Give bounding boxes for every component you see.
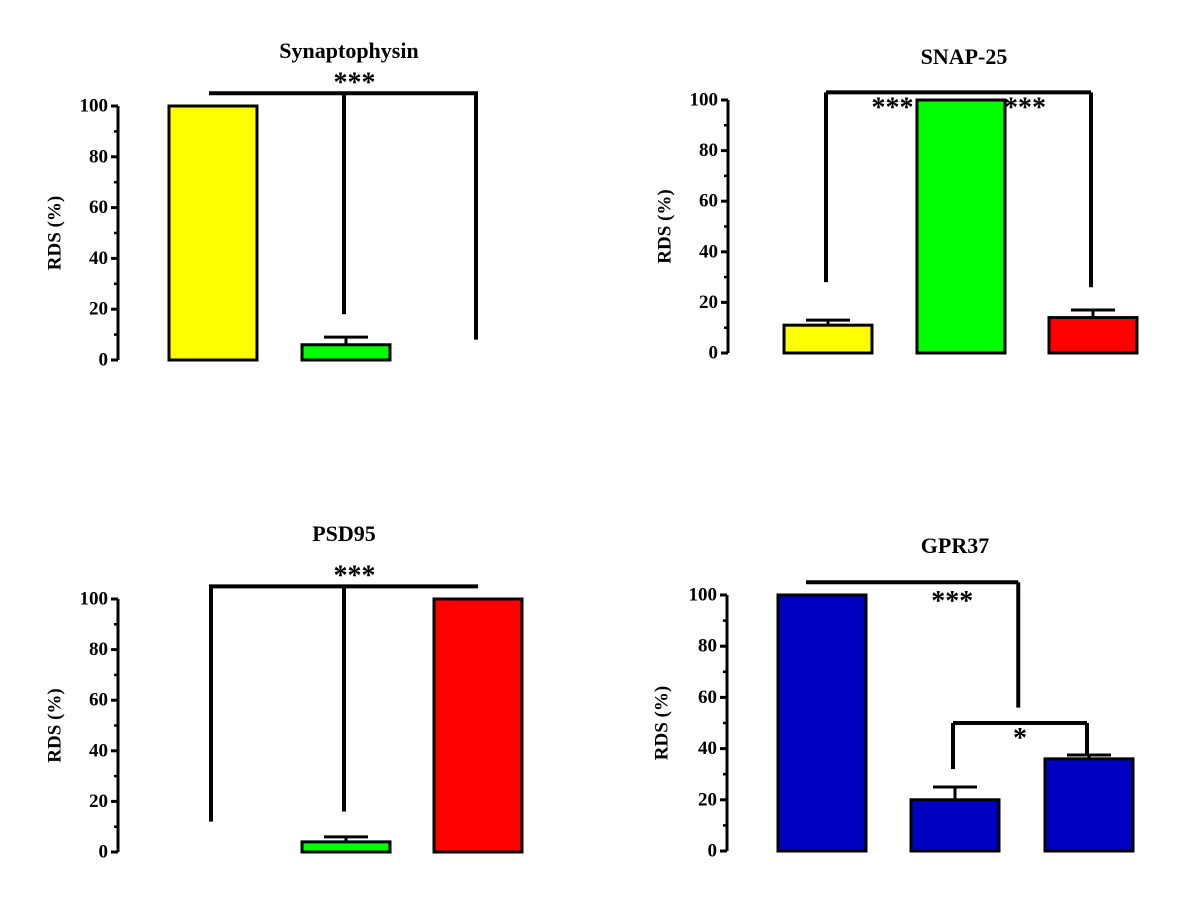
y-tick-label: 100 bbox=[80, 589, 109, 610]
y-axis-label: RDS (%) bbox=[652, 686, 673, 760]
y-axis-label: RDS (%) bbox=[45, 688, 66, 762]
significance-label: *** bbox=[931, 586, 973, 617]
bar-3 bbox=[1043, 757, 1135, 853]
y-tick-label: 80 bbox=[89, 639, 108, 660]
significance-annotation: * bbox=[951, 721, 1089, 770]
significance-label: *** bbox=[334, 67, 376, 98]
y-tick-label: 0 bbox=[99, 842, 109, 863]
significance-annotation: *** bbox=[209, 67, 478, 340]
significance-annotation: *** bbox=[824, 90, 959, 283]
significance-label: *** bbox=[872, 92, 914, 123]
significance-label: *** bbox=[1004, 92, 1046, 123]
chart-panel-3: PSD95 RDS (%) 0 20 40 60 80 100 *** bbox=[45, 521, 524, 863]
chart-title: PSD95 bbox=[312, 521, 376, 546]
significance-annotation: *** bbox=[959, 90, 1093, 288]
bar-3 bbox=[1047, 316, 1139, 355]
y-tick-label: 0 bbox=[709, 343, 719, 364]
chart-panel-1: Synaptophysin RDS (%) 0 20 40 60 80 100 *** bbox=[45, 38, 478, 371]
bar-1 bbox=[776, 593, 868, 853]
y-tick-label: 0 bbox=[708, 841, 718, 862]
significance-label: * bbox=[1013, 723, 1027, 754]
y-tick-label: 40 bbox=[89, 740, 108, 761]
y-tick-label: 40 bbox=[699, 241, 718, 262]
y-tick-label: 60 bbox=[89, 197, 108, 218]
y-tick-label: 0 bbox=[99, 350, 109, 371]
y-axis-label: RDS (%) bbox=[655, 189, 676, 263]
y-tick-label: 20 bbox=[89, 791, 108, 812]
y-tick-label: 80 bbox=[89, 146, 108, 167]
y-axis-label: RDS (%) bbox=[45, 196, 66, 270]
y-tick-label: 60 bbox=[698, 687, 717, 708]
bar-2 bbox=[300, 840, 392, 854]
y-tick-label: 80 bbox=[699, 140, 718, 161]
chart-title: GPR37 bbox=[921, 533, 989, 558]
chart-title: Synaptophysin bbox=[279, 38, 418, 63]
bar-2 bbox=[915, 98, 1007, 355]
bar-2 bbox=[909, 798, 1001, 853]
chart-panel-2: SNAP-25 RDS (%) 0 20 40 60 80 100 *** *** bbox=[655, 44, 1139, 364]
bar-2 bbox=[300, 343, 392, 362]
y-tick-label: 80 bbox=[698, 636, 717, 657]
y-tick-label: 20 bbox=[699, 292, 718, 313]
y-tick-label: 20 bbox=[698, 789, 717, 810]
y-tick-label: 40 bbox=[89, 248, 108, 269]
y-tick-label: 100 bbox=[689, 585, 718, 606]
significance-annotation: *** bbox=[209, 560, 478, 822]
y-tick-label: 40 bbox=[698, 738, 717, 759]
y-tick-label: 60 bbox=[89, 690, 108, 711]
chart-title: SNAP-25 bbox=[921, 44, 1008, 69]
y-tick-label: 100 bbox=[80, 96, 109, 117]
significance-annotation: *** bbox=[806, 580, 1021, 708]
bar-1 bbox=[782, 323, 874, 355]
y-tick-label: 60 bbox=[699, 191, 718, 212]
y-tick-label: 20 bbox=[89, 299, 108, 320]
significance-label: *** bbox=[334, 560, 376, 591]
y-tick-label: 100 bbox=[690, 90, 719, 111]
bar-3 bbox=[432, 597, 524, 854]
bar-1 bbox=[167, 104, 259, 362]
